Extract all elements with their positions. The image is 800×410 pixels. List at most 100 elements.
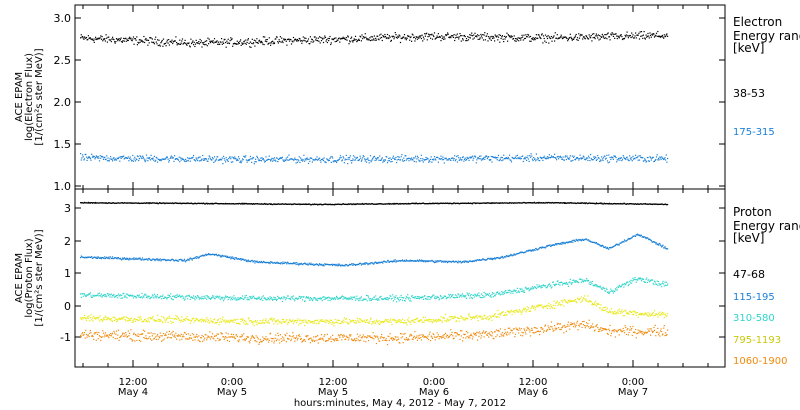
data-point-proton-310-580 [215, 296, 217, 298]
data-point-proton-115-195 [534, 249, 536, 251]
data-point-proton-47-68 [96, 202, 98, 204]
data-point-proton-115-195 [153, 259, 155, 261]
data-point-electron-175-315 [650, 157, 652, 159]
data-point-electron-175-315 [287, 159, 289, 161]
data-point-proton-47-68 [165, 202, 167, 204]
data-point-electron-175-315 [129, 158, 131, 160]
data-point-proton-115-195 [522, 251, 524, 253]
data-point-proton-47-68 [500, 202, 502, 204]
data-point-electron-175-315 [659, 157, 661, 159]
data-point-proton-310-580 [394, 298, 396, 300]
data-point-electron-38-53 [334, 41, 336, 43]
data-point-proton-115-195 [181, 260, 183, 262]
data-point-electron-38-53 [204, 40, 206, 42]
data-point-electron-38-53 [339, 41, 341, 43]
data-point-proton-795-1193 [169, 317, 171, 319]
data-point-electron-175-315 [155, 156, 157, 159]
data-point-electron-175-315 [582, 155, 584, 157]
data-point-proton-795-1193 [219, 321, 221, 323]
data-point-proton-47-68 [117, 202, 119, 204]
data-point-electron-38-53 [550, 37, 552, 40]
data-point-proton-310-580 [596, 286, 598, 288]
data-point-electron-175-315 [530, 153, 532, 155]
data-point-electron-38-53 [121, 41, 123, 43]
data-point-proton-310-580 [151, 296, 153, 298]
data-point-electron-175-315 [143, 158, 145, 160]
data-point-electron-175-315 [110, 158, 112, 160]
data-point-proton-47-68 [104, 202, 106, 204]
data-point-proton-795-1193 [155, 319, 157, 322]
data-point-proton-47-68 [646, 203, 648, 205]
data-point-electron-175-315 [318, 158, 320, 160]
data-point-electron-38-53 [228, 42, 231, 45]
data-point-electron-175-315 [410, 159, 412, 161]
data-point-proton-115-195 [584, 238, 586, 240]
data-point-proton-115-195 [212, 253, 214, 255]
data-point-electron-175-315 [261, 157, 263, 159]
data-point-proton-47-68 [509, 202, 511, 204]
data-point-electron-175-315 [495, 157, 497, 159]
data-point-proton-47-68 [346, 203, 348, 206]
data-point-electron-38-53 [490, 39, 492, 41]
data-point-proton-795-1193 [206, 321, 208, 323]
data-point-proton-47-68 [405, 203, 407, 205]
data-point-electron-38-53 [541, 33, 543, 35]
data-point-proton-47-68 [648, 203, 650, 205]
data-point-proton-115-195 [535, 247, 537, 250]
data-point-proton-795-1193 [80, 318, 82, 320]
data-point-proton-47-68 [612, 203, 614, 205]
data-point-electron-38-53 [546, 36, 548, 38]
x-tick-time: 12:00 [519, 377, 548, 388]
data-point-electron-38-53 [243, 40, 246, 42]
data-point-proton-310-580 [336, 295, 338, 297]
data-point-electron-38-53 [630, 36, 632, 39]
data-point-proton-795-1193 [279, 321, 281, 323]
data-point-electron-38-53 [597, 34, 599, 36]
data-point-electron-38-53 [247, 38, 249, 40]
data-point-proton-795-1193 [170, 322, 172, 324]
data-point-proton-115-195 [230, 258, 232, 260]
data-point-proton-310-580 [103, 293, 105, 295]
data-point-electron-38-53 [519, 37, 521, 39]
data-point-proton-310-580 [322, 296, 324, 298]
data-point-electron-175-315 [83, 159, 85, 161]
data-point-proton-310-580 [307, 297, 309, 299]
data-point-electron-175-315 [576, 157, 579, 159]
data-point-electron-175-315 [564, 156, 566, 158]
data-point-proton-115-195 [603, 246, 605, 248]
data-point-electron-38-53 [647, 32, 649, 35]
data-point-electron-175-315 [377, 157, 379, 159]
data-point-electron-175-315 [367, 159, 370, 161]
data-point-electron-175-315 [270, 159, 272, 161]
data-point-proton-795-1193 [138, 317, 140, 319]
data-point-proton-47-68 [572, 202, 574, 204]
data-point-electron-175-315 [657, 157, 660, 159]
data-point-proton-310-580 [404, 300, 406, 302]
data-point-proton-310-580 [100, 293, 103, 295]
data-point-electron-38-53 [322, 41, 325, 44]
data-point-proton-115-195 [626, 239, 628, 241]
data-point-proton-310-580 [504, 291, 506, 293]
data-point-proton-115-195 [505, 255, 507, 257]
data-point-proton-310-580 [359, 299, 361, 301]
data-point-proton-310-580 [223, 298, 225, 300]
data-point-proton-115-195 [644, 237, 646, 239]
data-point-electron-38-53 [149, 37, 151, 39]
data-point-electron-38-53 [368, 39, 370, 41]
data-point-proton-310-580 [409, 300, 411, 302]
data-point-proton-115-195 [258, 261, 261, 263]
data-point-proton-47-68 [110, 202, 112, 204]
data-point-proton-310-580 [123, 296, 125, 298]
data-point-proton-795-1193 [106, 318, 108, 320]
data-point-proton-310-580 [635, 281, 637, 283]
data-point-proton-310-580 [367, 296, 370, 298]
data-point-proton-47-68 [552, 202, 554, 204]
data-point-proton-795-1193 [255, 320, 257, 322]
data-point-proton-115-195 [155, 259, 157, 261]
data-point-electron-175-315 [225, 161, 227, 163]
data-point-proton-310-580 [276, 298, 278, 300]
data-point-proton-115-195 [282, 261, 284, 263]
data-point-electron-175-315 [405, 155, 407, 157]
data-point-electron-38-53 [532, 37, 534, 39]
data-point-proton-310-580 [118, 295, 120, 297]
